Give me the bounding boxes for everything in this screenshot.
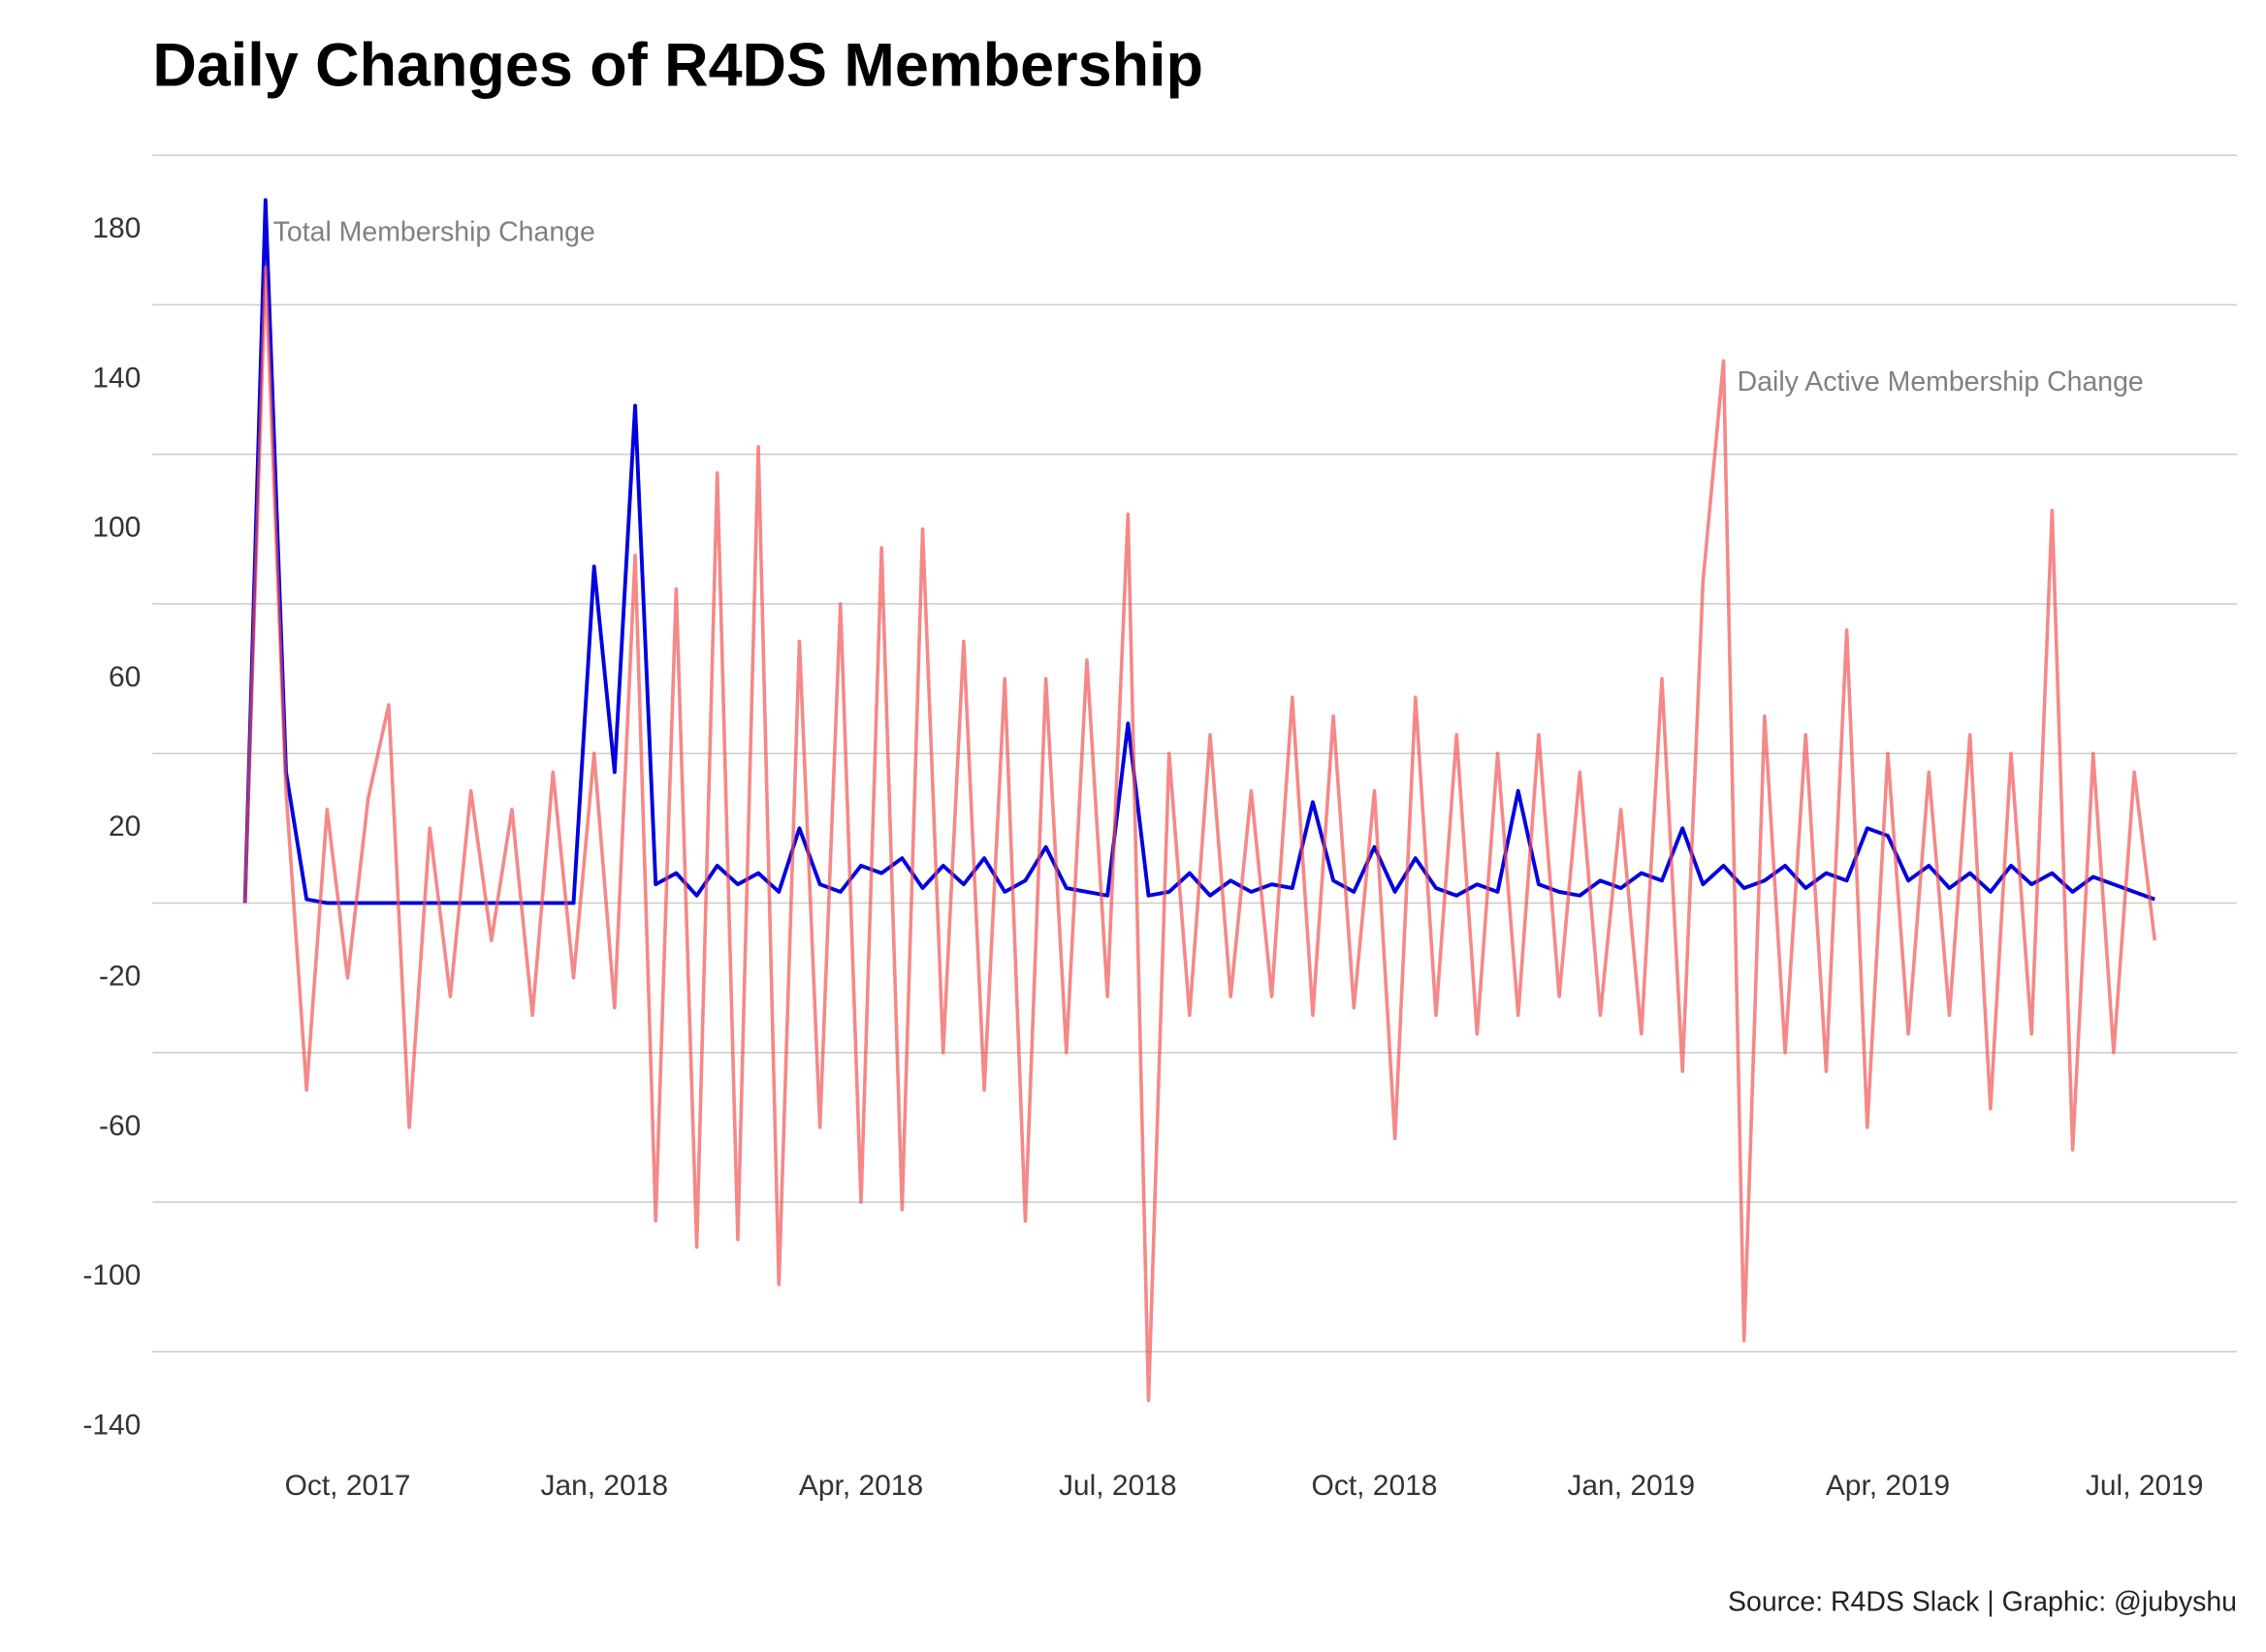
y-tick-label: 60 [109, 661, 141, 693]
x-tick-label: Oct, 2017 [285, 1470, 411, 1502]
series-line [242, 266, 2157, 1403]
x-tick-label: Oct, 2018 [1312, 1470, 1438, 1502]
y-tick-label: 180 [92, 212, 141, 244]
y-tick-label: 100 [92, 512, 141, 544]
x-tick-label: Jul, 2019 [2086, 1470, 2204, 1502]
y-tick-label: -20 [99, 961, 141, 993]
y-tick-label: -100 [82, 1259, 141, 1291]
x-tick-label: Jan, 2018 [540, 1470, 668, 1502]
x-tick-label: Jul, 2018 [1059, 1470, 1177, 1502]
y-tick-label: -60 [99, 1110, 141, 1142]
x-tick-label: Jan, 2019 [1567, 1470, 1695, 1502]
chart-title: Daily Changes of R4DS Membership [152, 32, 1203, 100]
x-tick-label: Apr, 2018 [799, 1470, 923, 1502]
caption: Source: R4DS Slack | Graphic: @jubyshu [1728, 1586, 2237, 1617]
y-tick-label: -140 [82, 1409, 141, 1441]
x-tick-label: Apr, 2019 [1826, 1470, 1950, 1502]
series-line [242, 198, 2155, 905]
y-tick-label: 20 [109, 810, 141, 842]
series-label: Daily Active Membership Change [1738, 366, 2144, 397]
y-tick-label: 140 [92, 362, 141, 394]
series-label: Total Membership Change [273, 217, 595, 248]
